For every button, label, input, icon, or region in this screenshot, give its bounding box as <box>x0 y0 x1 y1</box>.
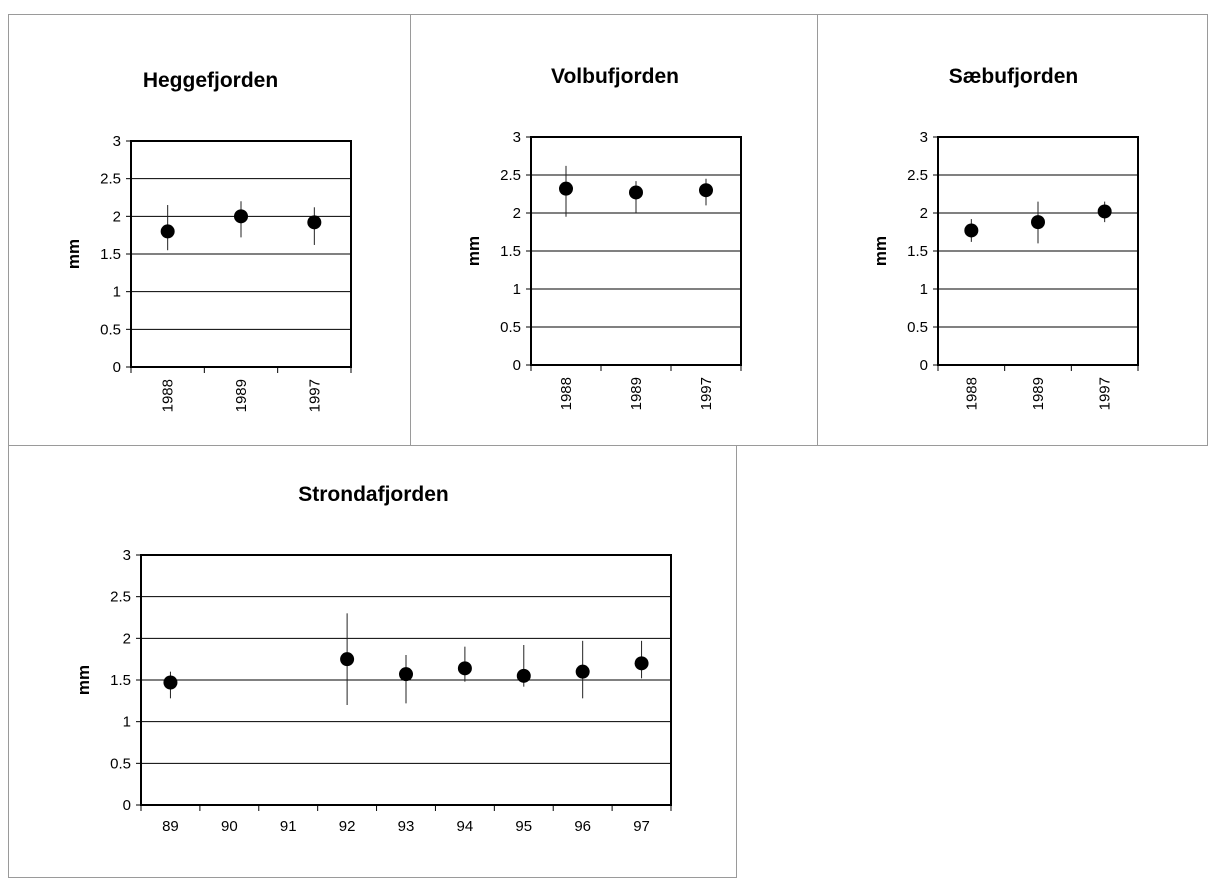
y-tick-label: 2.5 <box>500 167 521 184</box>
chart-title: Volbufjorden <box>551 65 679 88</box>
chart-title: Heggefjorden <box>143 69 278 92</box>
y-tick-label: 0 <box>113 359 121 376</box>
chart-title: Sæbufjorden <box>949 65 1079 88</box>
y-tick-label: 1 <box>123 714 131 731</box>
plot-area <box>937 136 1139 366</box>
panel-heggefjorden: Heggefjorden mm 0 0.5 1 1.5 2 2.5 3 1988 1989 1997 <box>8 14 411 446</box>
x-tick-label: 89 <box>162 818 179 835</box>
x-tick-label: 1989 <box>628 377 645 410</box>
strondafjorden-point-89 <box>163 675 178 690</box>
x-tick-label: 1988 <box>558 377 575 410</box>
panel-saebufjorden: Sæbufjorden mm 0 0.5 1 1.5 2 2.5 3 1988 1989 1997 <box>817 14 1208 446</box>
y-tick-label: 0.5 <box>907 319 928 336</box>
y-tick-label: 1.5 <box>100 246 121 263</box>
y-tick-label: 0.5 <box>110 755 131 772</box>
saebufjorden-point-1988 <box>964 223 979 238</box>
heggefjorden-point-1997 <box>307 215 322 230</box>
volbufjorden-point-1988 <box>559 181 573 196</box>
x-tick-label: 93 <box>398 818 415 835</box>
plot-area <box>140 554 672 806</box>
heggefjorden-point-1988 <box>160 224 175 239</box>
x-tick-label: 94 <box>457 818 474 835</box>
strondafjorden-point-94 <box>457 661 472 676</box>
x-tick-label: 1997 <box>306 379 323 412</box>
panel-strondafjorden: Strondafjorden mm 0 0.5 1 1.5 2 2.5 3 89 90 91 92 93 9… <box>8 445 737 878</box>
volbufjorden-point-1997 <box>699 183 713 198</box>
y-tick-label: 2 <box>113 208 121 225</box>
chart-volbufjorden: Volbufjorden mm 0 0.5 1 1.5 2 2.5 3 1988 1989 1997 <box>464 65 742 410</box>
y-tick-label: 1 <box>513 281 521 298</box>
plot-area <box>130 140 352 368</box>
y-tick-label: 1.5 <box>907 243 928 260</box>
y-tick-label: 0.5 <box>100 321 121 338</box>
y-tick-label: 3 <box>920 129 928 146</box>
saebufjorden-point-1997 <box>1097 204 1112 219</box>
y-tick-label: 2.5 <box>907 167 928 184</box>
chart-strondafjorden: Strondafjorden mm 0 0.5 1 1.5 2 2.5 3 89 90 91 92 93 9… <box>74 483 672 835</box>
x-tick-label: 92 <box>339 818 356 835</box>
y-tick-label: 0 <box>123 797 131 814</box>
x-tick-label: 90 <box>221 818 238 835</box>
x-tick-label: 95 <box>515 818 532 835</box>
y-tick-label: 1 <box>113 284 121 301</box>
y-tick-label: 2 <box>123 630 131 647</box>
x-tick-label: 1988 <box>963 377 980 410</box>
y-tick-label: 0.5 <box>500 319 521 336</box>
panel-volbufjorden: Volbufjorden mm 0 0.5 1 1.5 2 2.5 3 1988 1989 1997 <box>410 14 818 446</box>
strondafjorden-point-93 <box>399 667 413 682</box>
y-tick-label: 0 <box>513 357 521 374</box>
x-tick-label: 96 <box>574 818 591 835</box>
y-tick-label: 1.5 <box>500 243 521 260</box>
y-tick-label: 2.5 <box>110 589 131 606</box>
y-tick-label: 2.5 <box>100 171 121 188</box>
volbufjorden-point-1989 <box>629 185 643 200</box>
plot-area <box>530 136 742 366</box>
x-tick-label: 1989 <box>1030 377 1047 410</box>
x-tick-label: 1997 <box>1097 377 1114 410</box>
y-tick-label: 3 <box>123 547 131 564</box>
y-axis-label: mm <box>74 665 93 695</box>
y-tick-label: 0 <box>920 357 928 374</box>
x-tick-label: 97 <box>633 818 650 835</box>
y-axis-label: mm <box>464 236 483 266</box>
x-tick-label: 1988 <box>160 379 177 412</box>
y-tick-label: 2 <box>920 205 928 222</box>
y-axis-label: mm <box>871 236 890 266</box>
heggefjorden-point-1989 <box>234 209 248 224</box>
y-tick-label: 1.5 <box>110 672 131 689</box>
x-tick-label: 1997 <box>698 377 715 410</box>
y-tick-label: 1 <box>920 281 928 298</box>
strondafjorden-point-97 <box>634 656 649 671</box>
x-tick-label: 91 <box>280 818 297 835</box>
strondafjorden-point-95 <box>516 668 531 683</box>
chart-heggefjorden: Heggefjorden mm 0 0.5 1 1.5 2 2.5 3 1988 1989 1997 <box>64 69 352 412</box>
strondafjorden-point-92 <box>340 652 355 667</box>
chart-saebufjorden: Sæbufjorden mm 0 0.5 1 1.5 2 2.5 3 1988 1989 1997 <box>871 65 1139 410</box>
y-tick-label: 3 <box>113 133 121 150</box>
chart-title: Strondafjorden <box>298 483 449 506</box>
y-axis-label: mm <box>64 239 83 269</box>
strondafjorden-point-96 <box>575 664 590 679</box>
y-tick-label: 3 <box>513 129 521 146</box>
saebufjorden-point-1989 <box>1031 215 1045 230</box>
y-tick-label: 2 <box>513 205 521 222</box>
x-tick-label: 1989 <box>233 379 250 412</box>
